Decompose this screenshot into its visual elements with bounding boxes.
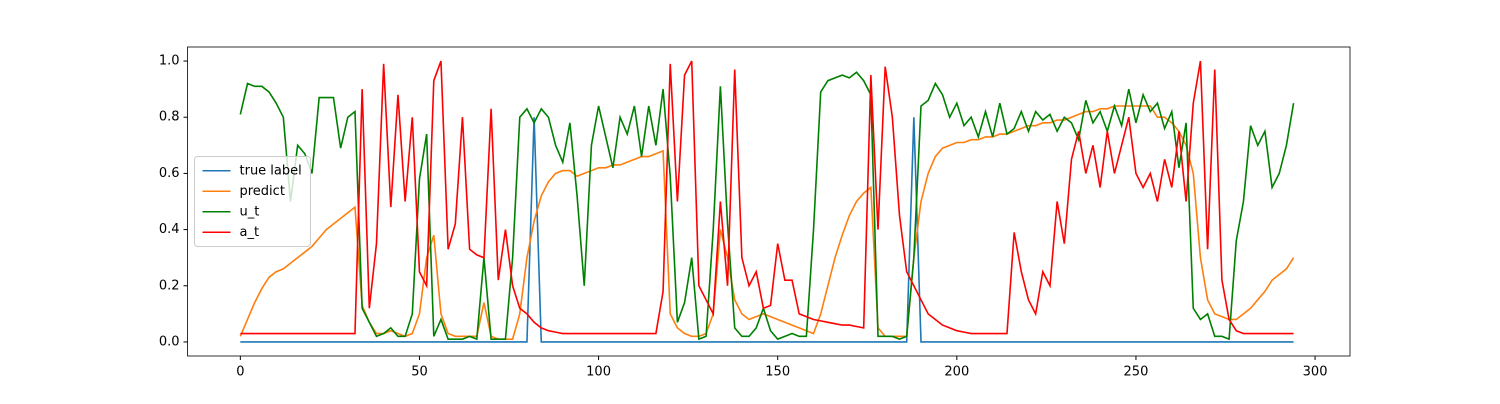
x-tick-label: 150 [765,365,790,380]
legend-label: a_t [240,225,260,240]
legend: true label predict u_t a_t [194,156,311,247]
y-tick-label: 1.0 [159,54,180,69]
x-tick-label: 200 [944,365,969,380]
legend-box [194,156,311,247]
x-tick-label: 0 [236,365,244,380]
legend-label: predict [240,184,285,199]
y-tick-label: 0.0 [159,334,180,349]
legend-label: u_t [240,204,260,219]
plot-frame [187,46,1351,357]
series-line [240,60,1294,335]
y-tick-label: 0.2 [159,278,180,293]
x-tick-label: 300 [1303,365,1328,380]
y-tick-label: 0.8 [159,110,180,125]
series-line [240,117,1294,343]
series-line [239,105,1295,340]
y-tick-label: 0.4 [159,222,180,237]
x-tick-label: 50 [411,365,428,380]
y-tick-label: 0.6 [159,166,180,181]
series-line [239,71,1295,341]
x-tick-label: 100 [586,365,611,380]
legend-label: true label [240,163,302,178]
x-tick-label: 250 [1124,365,1149,380]
